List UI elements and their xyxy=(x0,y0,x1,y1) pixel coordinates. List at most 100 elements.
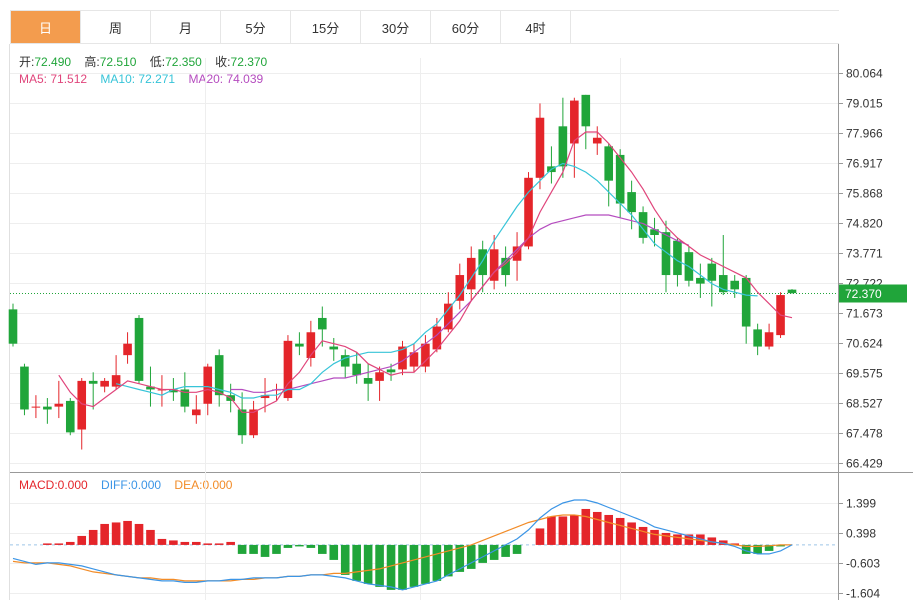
candle-body xyxy=(615,154,625,204)
macd-bar xyxy=(134,523,144,545)
macd-value: 0.000 xyxy=(57,478,88,492)
candle-body xyxy=(214,355,224,396)
candle-body xyxy=(65,400,75,433)
macd-bar xyxy=(673,534,682,545)
macd-bar xyxy=(615,517,625,545)
macd-bar xyxy=(627,522,636,545)
y-tick-label: 80.064 xyxy=(846,67,883,81)
macd-bar xyxy=(54,543,64,545)
candle-body xyxy=(753,329,762,347)
tab-30min[interactable]: 30分 xyxy=(361,11,431,43)
y-tick-label: 70.624 xyxy=(846,337,883,351)
macd-bar xyxy=(718,540,728,545)
candle-body xyxy=(54,403,64,407)
candle-body xyxy=(169,389,178,393)
candle-body xyxy=(466,257,476,290)
candle-body xyxy=(363,378,373,384)
tab-5min[interactable]: 5分 xyxy=(221,11,291,43)
macd-bar xyxy=(226,541,235,545)
candle-body xyxy=(375,372,384,381)
ma-info: MA5: 71.512 MA10: 72.271 MA20: 74.039 xyxy=(19,72,273,86)
ma20-value: 74.039 xyxy=(226,72,264,86)
macd-bar xyxy=(489,544,499,560)
macd-bar xyxy=(455,544,465,572)
macd-bar xyxy=(478,544,487,563)
candle-body xyxy=(444,303,453,330)
macd-bar xyxy=(650,529,659,545)
candle-body xyxy=(180,389,190,407)
macd-bar xyxy=(283,544,293,548)
candle-body xyxy=(191,409,201,416)
macd-bar xyxy=(249,544,258,554)
macd-bar xyxy=(43,543,52,545)
tab-day[interactable]: 日 xyxy=(11,11,81,43)
macd-bar xyxy=(638,526,648,545)
macd-bar xyxy=(157,538,167,545)
y-tick-label: 76.917 xyxy=(846,157,883,171)
y-tick-label: 69.575 xyxy=(846,367,883,381)
macd-bar xyxy=(730,543,740,545)
macd-tick-label: -0.603 xyxy=(846,557,880,571)
ohlc-info: 开:72.490 高:72.510 低:72.350 收:72.370 xyxy=(19,53,277,70)
macd-bar xyxy=(398,544,407,590)
close-label: 收: xyxy=(215,55,231,69)
candle-body xyxy=(558,126,568,167)
macd-label: MACD: xyxy=(19,478,58,492)
open-label: 开: xyxy=(19,55,35,69)
macd-bar xyxy=(363,544,373,584)
candle-body xyxy=(77,380,87,430)
macd-bar xyxy=(237,544,247,554)
candle-body xyxy=(501,257,510,276)
candle-body xyxy=(718,275,728,293)
high-label: 高: xyxy=(84,55,100,69)
macd-bar xyxy=(340,544,350,575)
period-tabs: 日 周 月 5分 15分 30分 60分 4时 xyxy=(10,10,839,44)
macd-bar xyxy=(741,544,751,554)
macd-bar xyxy=(260,544,270,557)
candle-body xyxy=(741,277,751,327)
candle-body xyxy=(318,317,327,330)
macd-bar xyxy=(295,544,304,547)
candle-body xyxy=(432,326,442,350)
macd-bar xyxy=(146,529,155,545)
macd-tick-label: -1.604 xyxy=(846,587,880,600)
candle-body xyxy=(489,249,499,281)
ma5-value: 71.512 xyxy=(50,72,88,86)
y-tick-label: 77.966 xyxy=(846,127,883,141)
macd-bar xyxy=(444,544,453,577)
candle-body xyxy=(352,363,361,376)
candle-body xyxy=(134,317,144,381)
dea-label: DEA: xyxy=(174,478,203,492)
macd-bar xyxy=(570,514,579,545)
tab-15min[interactable]: 15分 xyxy=(291,11,361,43)
y-tick-label: 74.820 xyxy=(846,217,883,231)
macd-bar xyxy=(776,544,785,547)
tab-4hour[interactable]: 4时 xyxy=(501,11,571,43)
macd-bar xyxy=(77,535,87,545)
candle-body xyxy=(260,395,270,399)
tab-60min[interactable]: 60分 xyxy=(431,11,501,43)
macd-bar xyxy=(466,544,476,569)
ma10-label: MA10: xyxy=(100,72,139,86)
candle-body xyxy=(340,355,350,367)
macd-bar xyxy=(512,544,522,554)
candle-body xyxy=(146,386,155,390)
macd-bar xyxy=(696,534,705,545)
macd-bar xyxy=(753,544,762,554)
macd-bar xyxy=(501,544,510,557)
y-tick-label: 79.015 xyxy=(846,97,883,111)
macd-tick-label: 1.399 xyxy=(846,497,876,511)
macd-bar xyxy=(111,522,121,545)
tab-month[interactable]: 月 xyxy=(151,11,221,43)
macd-bar xyxy=(535,528,545,545)
macd-tick-label: 0.398 xyxy=(846,527,876,541)
macd-info: MACD:0.000 DIFF:0.000 DEA:0.000 xyxy=(19,478,242,492)
macd-bar xyxy=(581,508,591,545)
macd-bar xyxy=(272,544,281,554)
low-label: 低: xyxy=(149,55,166,69)
tab-week[interactable]: 周 xyxy=(81,11,151,43)
macd-bar xyxy=(329,544,339,560)
candle-body xyxy=(237,409,247,436)
candle-body xyxy=(329,346,339,350)
